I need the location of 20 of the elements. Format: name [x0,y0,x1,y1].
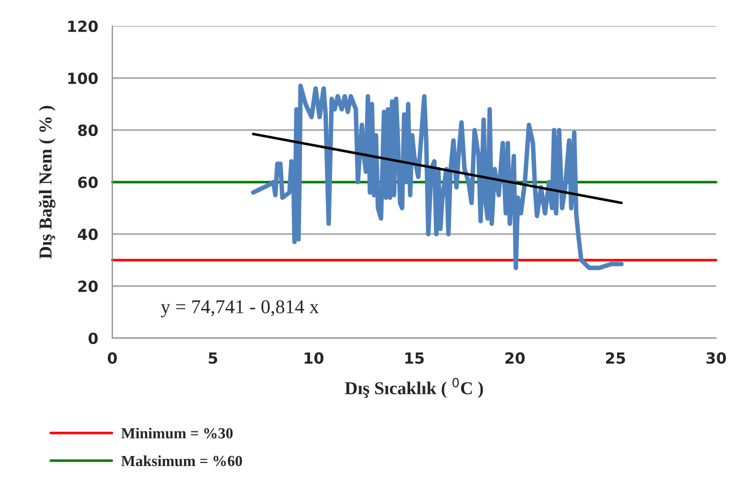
y-tick-label: 100 [68,72,98,84]
x-axis-title: Dış Sıcaklık ( $^{0}$C ) [344,378,483,398]
x-tick-label: 15 [405,352,424,364]
x-tick-label: 25 [606,352,626,364]
x-tick-label: 20 [505,352,525,364]
annotation: y = 74,741 - 0,814 x [160,300,319,318]
y-tick-label: 40 [78,228,98,240]
line-series [250,84,624,270]
y-tick-label: 80 [78,124,98,136]
x-tick-label: 0 [108,352,117,364]
y-tick-label: 20 [78,280,98,292]
legend-label: Maksimum = %60 [121,455,242,466]
x-tick-label: 5 [208,352,218,364]
y-tick-label: 0 [88,332,98,344]
y-axis-title: Dış Bağıl Nem ( % ) [38,106,56,259]
y-tick-label: 120 [68,20,98,32]
y-tick-label: 60 [78,176,98,188]
x-tick-label: 30 [706,352,726,364]
legend-label: Minimum = %30 [121,428,233,438]
x-tick-label: 10 [304,352,324,364]
